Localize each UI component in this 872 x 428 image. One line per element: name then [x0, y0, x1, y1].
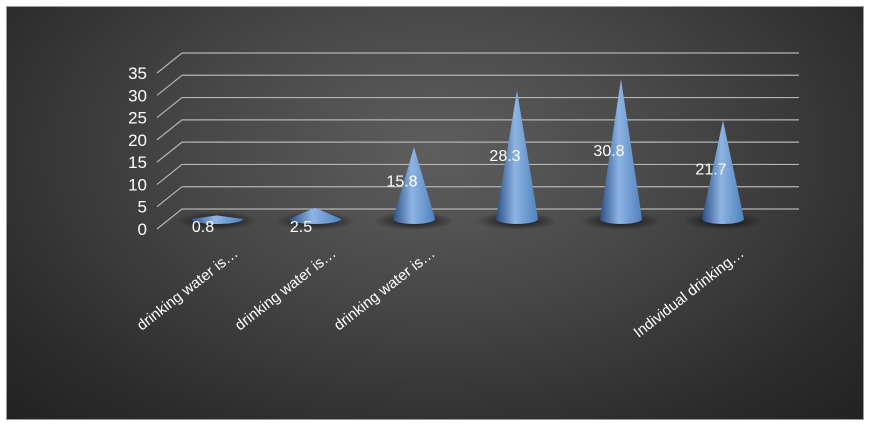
cone-chart: 0 5 10 15 20 25 30 35 0.8 2.5 15.8 28.3 30.8 21.7 dr…	[128, 52, 799, 342]
data-label: 0.8	[192, 219, 214, 236]
gridline	[156, 186, 799, 208]
category-label: Individual drinking…	[631, 245, 748, 342]
y-tick-label: 5	[138, 198, 147, 217]
data-label: 21.7	[695, 162, 726, 179]
gridline	[156, 96, 799, 119]
gridline	[156, 52, 799, 74]
y-tick-label: 20	[128, 131, 147, 150]
gridline	[156, 119, 799, 141]
data-label: 15.8	[386, 174, 417, 191]
gridline	[156, 74, 799, 96]
data-label: 28.3	[489, 148, 520, 165]
chart-area: 0 5 10 15 20 25 30 35 0.8 2.5 15.8 28.3 30.8 21.7 dr…	[6, 6, 864, 420]
category-label: drinking water is…	[331, 245, 439, 334]
cone-bar	[581, 78, 661, 230]
gridline	[156, 141, 799, 163]
y-tick-label: 25	[128, 109, 147, 128]
gridline	[156, 208, 799, 230]
category-label: drinking water is…	[134, 245, 242, 334]
category-label: drinking water is…	[232, 245, 340, 334]
y-tick-label: 10	[128, 175, 147, 194]
cone-bar	[683, 120, 763, 230]
y-tick-label: 15	[128, 153, 147, 172]
gridline	[156, 163, 799, 185]
y-tick-label: 0	[138, 220, 147, 239]
data-label: 30.8	[593, 143, 624, 160]
cone-bar	[374, 147, 454, 230]
y-tick-label: 35	[128, 64, 147, 83]
y-tick-label: 30	[128, 86, 147, 105]
cone-bar	[275, 207, 355, 230]
cone-bar	[177, 212, 257, 230]
data-label: 2.5	[290, 219, 312, 236]
cone-bar	[477, 90, 557, 230]
